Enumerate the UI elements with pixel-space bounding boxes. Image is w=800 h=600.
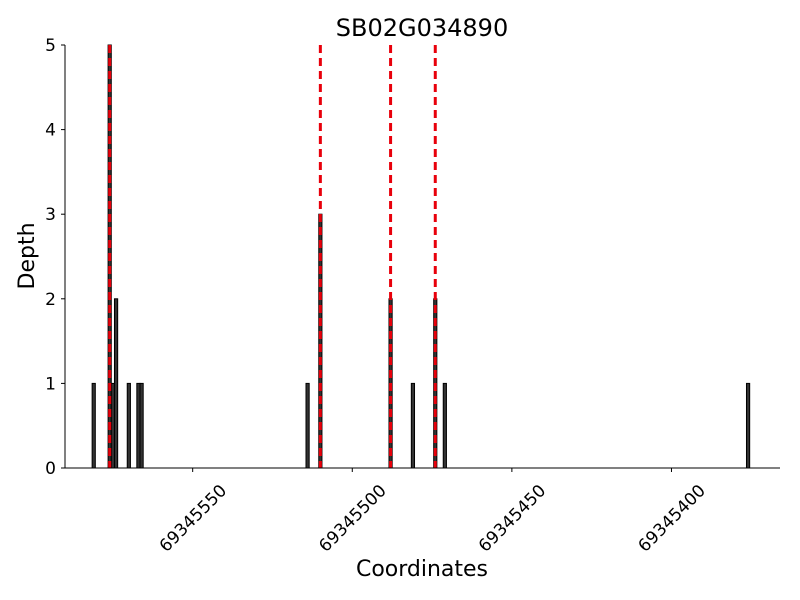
bar xyxy=(305,382,310,469)
x-tick-label: 69345500 xyxy=(315,481,390,556)
bar xyxy=(139,382,144,469)
x-tick-label: 69345400 xyxy=(635,481,710,556)
x-tick-label: 69345550 xyxy=(156,481,231,556)
bar xyxy=(126,382,131,469)
bar xyxy=(410,382,416,469)
bar xyxy=(745,382,751,469)
y-tick-label: 2 xyxy=(45,290,56,310)
y-tick-label: 1 xyxy=(45,374,56,394)
chart-title: SB02G034890 xyxy=(336,14,508,42)
bar xyxy=(442,382,447,469)
bar xyxy=(91,382,96,469)
x-tick-label: 69345450 xyxy=(475,481,550,556)
y-tick-label: 5 xyxy=(45,36,56,56)
bar xyxy=(113,298,119,469)
x-axis-label: Coordinates xyxy=(356,557,488,582)
y-tick-label: 3 xyxy=(45,205,56,225)
y-tick-label: 0 xyxy=(45,459,56,479)
y-axis-label: Depth xyxy=(15,222,40,289)
y-tick-label: 4 xyxy=(45,121,56,141)
